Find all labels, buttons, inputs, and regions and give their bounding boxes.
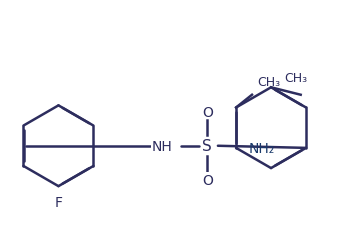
- Text: S: S: [202, 139, 212, 154]
- Text: NH₂: NH₂: [249, 141, 275, 155]
- Text: O: O: [202, 173, 213, 187]
- Text: F: F: [54, 195, 63, 209]
- Text: CH₃: CH₃: [257, 76, 281, 89]
- Text: CH₃: CH₃: [284, 72, 307, 85]
- Text: O: O: [202, 105, 213, 119]
- Text: NH: NH: [151, 139, 172, 153]
